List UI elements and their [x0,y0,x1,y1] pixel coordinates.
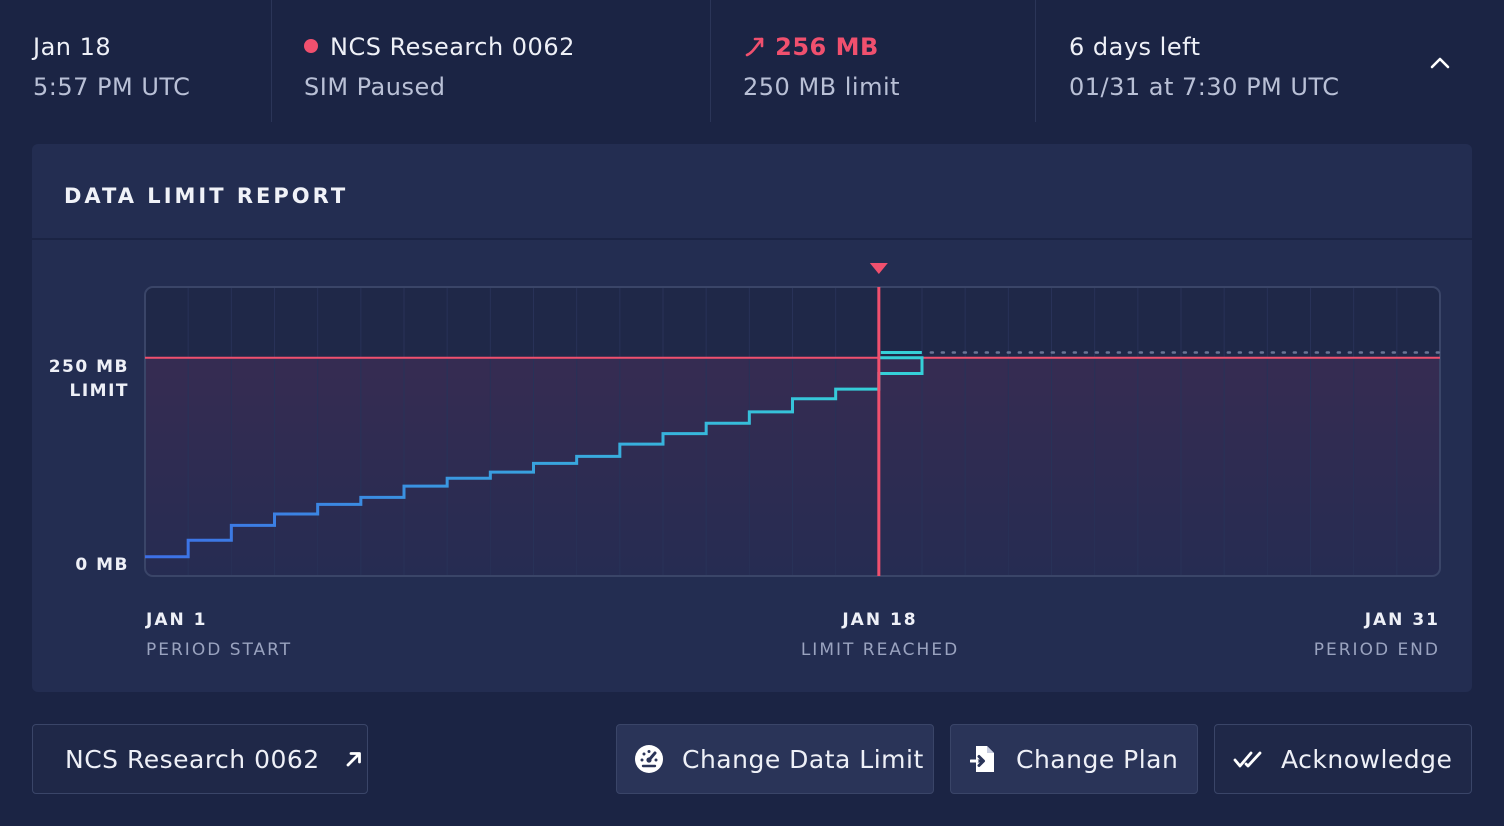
header-divider [1035,0,1036,122]
report-title: DATA LIMIT REPORT [64,184,349,208]
x-label-start-date: JAN 1 [146,610,208,630]
x-label-end-date: JAN 31 [1364,610,1440,630]
header-divider [271,0,272,122]
change-plan-label: Change Plan [1016,744,1179,774]
chevron-up-icon [1429,55,1451,74]
gauge-icon [634,744,664,774]
y-label-limit-word: LIMIT [69,381,129,401]
sim-summary-header: Jan 18 5:57 PM UTC NCS Research 0062 SIM… [0,0,1504,122]
usage-limit: 250 MB limit [743,73,901,101]
sim-status: SIM Paused [304,73,446,101]
usage-value: 256 MB [775,33,879,61]
status-dot-icon [304,39,318,53]
sim-link-label: NCS Research 0062 [65,744,320,774]
arrow-up-right-icon [344,749,364,769]
days-left: 6 days left [1069,33,1201,61]
x-label-limit-sub: LIMIT REACHED [800,640,960,660]
sim-name-row: NCS Research 0062 [304,33,575,61]
change-data-limit-button[interactable]: Change Data Limit [616,724,934,794]
trend-up-icon [743,33,775,61]
data-limit-report-card: DATA LIMIT REPORT 250 MB LIMIT 0 MB [32,144,1472,692]
usage-row: 256 MB [743,33,879,61]
usage-line [145,356,924,559]
x-label-end: JAN 31 PERIOD END [1314,610,1440,660]
card-divider [32,238,1472,240]
x-label-end-sub: PERIOD END [1313,640,1440,660]
y-label-limit-value: 250 MB [48,357,129,377]
x-label-start-sub: PERIOD START [146,640,293,660]
acknowledge-button[interactable]: Acknowledge [1214,724,1472,794]
x-label-start: JAN 1 PERIOD START [146,610,292,660]
file-import-icon [970,744,996,774]
change-data-limit-label: Change Data Limit [682,744,924,774]
double-check-icon [1233,748,1263,770]
limit-reached-marker-icon [869,263,888,274]
day-grid [187,287,1398,576]
period-end: 01/31 at 7:30 PM UTC [1069,73,1340,101]
sim-name: NCS Research 0062 [330,33,575,61]
plot-border [144,286,1441,577]
current-date: Jan 18 [33,33,112,61]
usage-chart [144,263,1442,577]
x-label-limit-date: JAN 18 [842,610,918,630]
y-label-limit: 250 MB LIMIT [49,355,129,403]
sim-link-button[interactable]: NCS Research 0062 [32,724,368,794]
y-label-zero: 0 MB [75,555,129,575]
acknowledge-label: Acknowledge [1281,744,1453,774]
header-divider [710,0,711,122]
change-plan-button[interactable]: Change Plan [950,724,1198,794]
x-label-limit: JAN 18 LIMIT REACHED [801,610,959,660]
current-time: 5:57 PM UTC [33,73,191,101]
collapse-button[interactable] [1422,48,1458,80]
